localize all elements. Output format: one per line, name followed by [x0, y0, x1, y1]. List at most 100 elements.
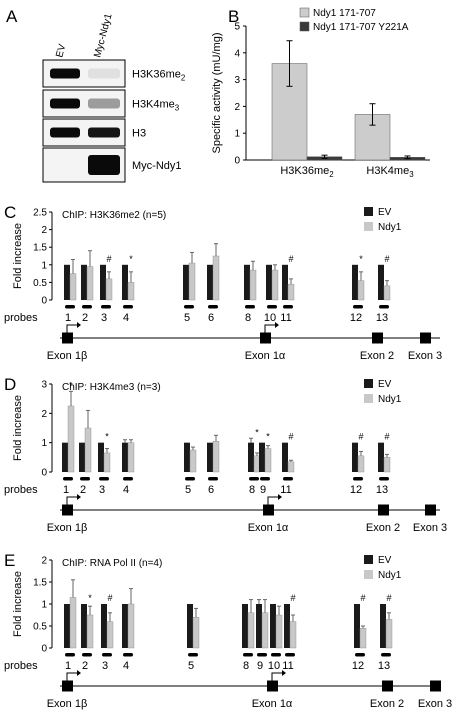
probe-marker: [208, 305, 218, 309]
exon-box: [430, 680, 441, 692]
probe-marker: [208, 477, 218, 481]
bar-ndy1: [67, 405, 75, 473]
exon-label: Exon 1α: [252, 698, 293, 710]
tss-arrow: [267, 496, 278, 505]
blot-label: Myc-Ndy1: [132, 160, 182, 172]
y-tick-label: 1: [234, 129, 240, 140]
tss-arrowhead: [77, 670, 81, 676]
tss-arrowhead: [77, 322, 81, 328]
significance-mark: #: [386, 593, 391, 603]
bar-ndy1: [105, 278, 113, 301]
probe-marker: [80, 477, 90, 481]
bar-ndy1: [287, 283, 295, 301]
y-tick-label: 1: [41, 600, 47, 611]
blot-band-ev: [50, 127, 80, 138]
exon-box: [62, 504, 73, 516]
tss-arrow: [66, 496, 77, 505]
probe-marker: [243, 653, 253, 657]
probe-label: 2: [80, 484, 86, 496]
legend-label: Ndy1: [378, 222, 402, 233]
bar-ev: [100, 264, 106, 300]
bar-ndy1: [84, 427, 92, 473]
legend-swatch: [364, 570, 373, 579]
lane-label-ev: EV: [54, 43, 68, 59]
bar-ev: [122, 604, 128, 648]
y-tick-label: 0: [41, 644, 47, 655]
legend-label: EV: [378, 379, 392, 390]
blot-band-ev: [50, 98, 80, 109]
bar-ndy1: [69, 273, 77, 301]
significance-mark: #: [288, 432, 293, 442]
probe-marker: [249, 477, 259, 481]
bar-ev: [266, 264, 272, 300]
significance-mark: *: [69, 380, 73, 390]
exon-box: [267, 680, 278, 692]
probe-label: 3: [99, 484, 105, 496]
bar-ndy1: [189, 449, 197, 473]
probe-label: 1: [63, 484, 69, 496]
bar-ndy1: [359, 628, 367, 649]
bar-ndy1: [287, 461, 295, 473]
bar-ndy1: [385, 619, 393, 649]
bar-ev: [282, 442, 288, 472]
exon-label: Exon 1β: [47, 350, 88, 362]
exon-box: [378, 504, 389, 516]
tss-arrow: [66, 672, 77, 681]
y-tick-label: 2: [41, 225, 47, 236]
probe-label: 8: [243, 660, 249, 672]
exon-label: Exon 1α: [245, 350, 286, 362]
blot-label: H3K4me3: [132, 99, 180, 113]
exon-label: Exon 1α: [248, 522, 289, 534]
probe-label: 4: [123, 312, 129, 324]
exon-box: [62, 332, 73, 344]
significance-mark: *: [255, 427, 259, 437]
legend-swatch: [299, 7, 310, 18]
probe-marker: [379, 305, 389, 309]
exon-box: [62, 680, 73, 692]
probe-marker: [123, 477, 133, 481]
significance-mark: *: [359, 254, 363, 264]
chart-title: ChIP: RNA Pol II (n=4): [62, 558, 162, 569]
bar-ndy1: [357, 455, 365, 473]
tss-arrow: [264, 324, 275, 333]
category-label: H3K36me2: [280, 165, 333, 179]
probe-label: 1: [65, 660, 71, 672]
significance-mark: #: [107, 593, 112, 603]
probes-label: probes: [4, 660, 38, 672]
y-tick-label: 0: [234, 156, 240, 167]
bar-ndy1: [192, 617, 200, 649]
probe-label: 12: [352, 660, 364, 672]
probe-label: 13: [376, 484, 388, 496]
exon-label: Exon 1β: [47, 522, 88, 534]
bar-ev: [122, 264, 128, 300]
probe-label: 5: [188, 660, 194, 672]
bar-ndy1: [127, 442, 135, 473]
y-tick-label: 2: [41, 409, 47, 420]
bar-ev: [378, 264, 384, 300]
probe-label: 5: [184, 312, 190, 324]
tss-arrow: [66, 324, 77, 333]
probe-label: 9: [257, 660, 263, 672]
probe-label: 6: [208, 312, 214, 324]
category-label: H3K4me3: [366, 165, 414, 179]
bar-ndy1: [212, 441, 220, 473]
bar-ev: [248, 442, 254, 472]
bar-ndy1: [271, 269, 279, 301]
probe-label: 12: [350, 312, 362, 324]
probe-marker: [285, 653, 295, 657]
y-axis-label: Specific activity (mU/mg): [211, 32, 223, 153]
probe-marker: [381, 653, 391, 657]
significance-mark: *: [266, 432, 270, 442]
panel-letter: C: [4, 203, 16, 222]
bar-ndy1: [127, 603, 135, 649]
legend-swatch: [364, 379, 373, 388]
blot-label: H3: [132, 128, 146, 140]
significance-mark: #: [358, 432, 363, 442]
bar-ndy1: [289, 621, 297, 649]
bar-ndy1: [249, 269, 257, 301]
probe-marker: [283, 305, 293, 309]
tss-arrowhead: [282, 670, 286, 676]
probe-marker: [65, 653, 75, 657]
y-tick-label: 2: [41, 556, 47, 567]
